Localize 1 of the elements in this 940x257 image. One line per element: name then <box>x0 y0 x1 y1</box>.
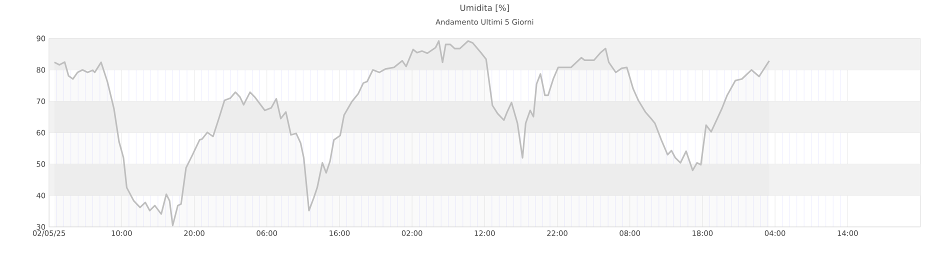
chart-title: Umidita [%] <box>460 4 509 12</box>
